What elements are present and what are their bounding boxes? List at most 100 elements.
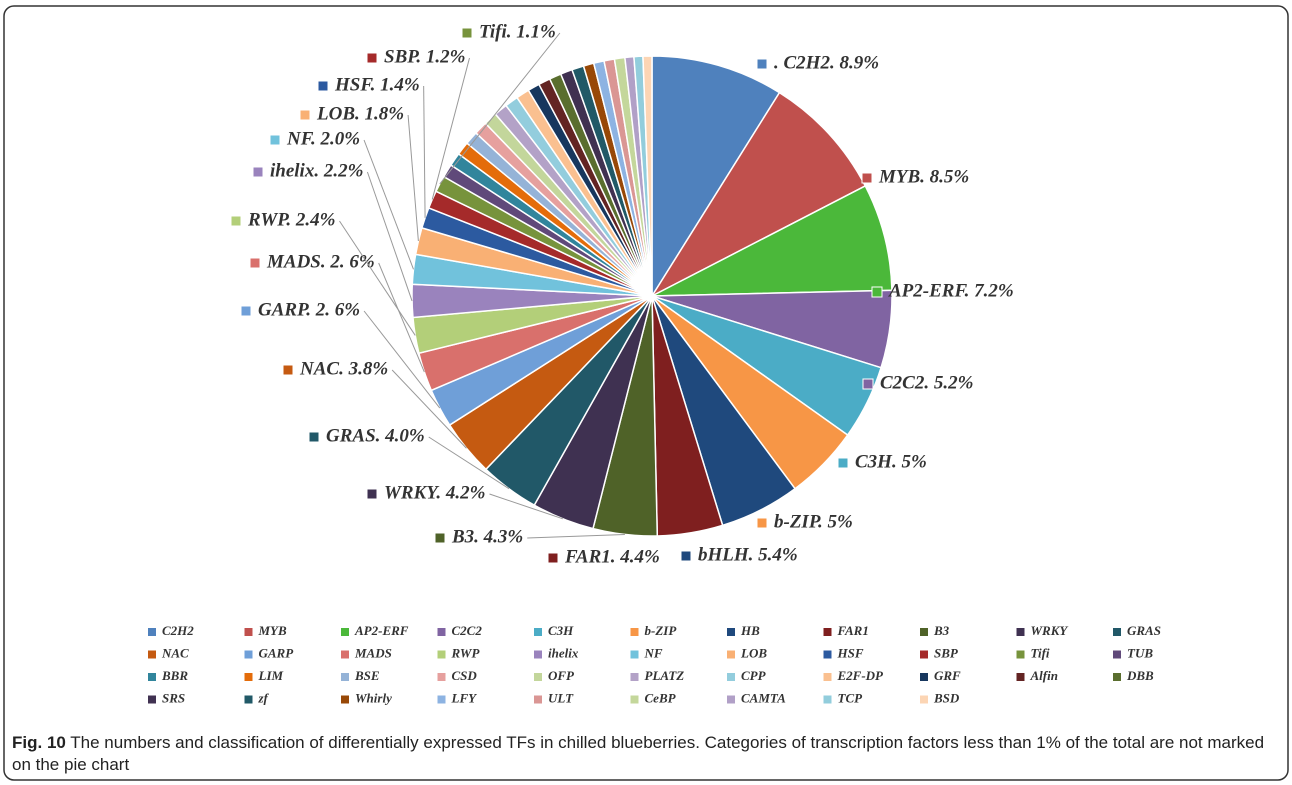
- slice-label: GRAS. 4.0%: [326, 425, 425, 446]
- slice-label: NF. 2.0%: [286, 128, 360, 149]
- legend-label: DBB: [1126, 668, 1154, 683]
- leader-line: [391, 369, 467, 449]
- legend-label: LIM: [258, 668, 284, 683]
- label-marker: [308, 431, 320, 443]
- legend-label: C2H2: [162, 623, 194, 638]
- pie-slice: [642, 55, 653, 297]
- legend-label: OFP: [548, 668, 575, 683]
- legend-swatch: [341, 650, 349, 659]
- legend-swatch: [920, 628, 928, 636]
- slice-label: SBP. 1.2%: [384, 46, 465, 67]
- leader-line: [439, 32, 561, 185]
- caption: Fig. 10 The numbers and classification o…: [12, 732, 1274, 776]
- slice-label: ihelix. 2.2%: [270, 160, 363, 181]
- label-marker: [756, 58, 768, 70]
- legend-label: CPP: [741, 668, 767, 683]
- legend-label: NAC: [161, 645, 189, 660]
- legend-swatch: [630, 695, 639, 704]
- legend-label: MADS: [354, 645, 392, 660]
- label-marker: [366, 488, 378, 500]
- label-marker: [240, 305, 252, 317]
- legend-label: CeBP: [645, 690, 677, 705]
- legend-swatch: [630, 650, 639, 659]
- legend-label: BSD: [933, 690, 960, 705]
- legend-label: E2F-DP: [837, 668, 885, 683]
- slice-label: b-ZIP. 5%: [774, 511, 853, 532]
- legend-swatch: [1113, 650, 1121, 659]
- pie-slice: [651, 55, 781, 299]
- legend-swatch: [920, 695, 928, 704]
- legend-label: RWP: [451, 645, 481, 660]
- legend-label: MYB: [258, 623, 288, 638]
- legend-label: GARP: [259, 645, 295, 660]
- legend-swatch: [534, 695, 542, 704]
- slice-label: B3. 4.3%: [451, 526, 523, 547]
- label-marker: [252, 166, 264, 178]
- legend-swatch: [630, 628, 639, 636]
- label-marker: [299, 109, 311, 121]
- legend-swatch: [823, 673, 832, 681]
- label-marker: [837, 457, 849, 469]
- slice-label: FAR1. 4.4%: [564, 546, 660, 567]
- label-marker: [317, 80, 329, 92]
- legend-swatch: [341, 628, 349, 636]
- legend-swatch: [148, 628, 156, 636]
- legend-swatch: [148, 673, 156, 681]
- legend-swatch: [341, 673, 349, 681]
- legend-swatch: [1016, 673, 1025, 681]
- label-marker: [269, 134, 281, 146]
- slice-label: MYB. 8.5%: [878, 166, 969, 187]
- slice-label: GARP. 2. 6%: [258, 299, 360, 320]
- legend-label: TUB: [1127, 645, 1153, 660]
- label-marker: [249, 257, 261, 269]
- legend-label: GRF: [934, 668, 961, 683]
- legend-swatch: [534, 628, 542, 636]
- legend-label: C3H: [548, 623, 574, 638]
- legend-label: Alfin: [1030, 668, 1058, 683]
- legend-swatch: [727, 650, 735, 659]
- slice-label: RWP. 2.4%: [247, 209, 335, 230]
- legend-swatch: [1016, 650, 1025, 659]
- legend-swatch: [727, 628, 735, 636]
- legend-swatch: [534, 650, 542, 659]
- legend-swatch: [437, 673, 446, 681]
- slice-label: NAC. 3.8%: [299, 358, 388, 379]
- legend-label: HB: [740, 623, 760, 638]
- legend-swatch: [920, 650, 928, 659]
- label-marker: [862, 378, 874, 390]
- legend-swatch: [1113, 673, 1121, 681]
- legend-swatch: [148, 695, 156, 704]
- legend-swatch: [630, 673, 639, 681]
- legend-swatch: [244, 628, 253, 636]
- legend-swatch: [727, 673, 735, 681]
- leader-line: [428, 436, 510, 490]
- legend-label: CSD: [452, 668, 478, 683]
- legend-label: WRKY: [1031, 623, 1069, 638]
- slice-label: C3H. 5%: [855, 451, 927, 472]
- label-marker: [756, 517, 768, 529]
- leader-line: [339, 220, 416, 336]
- legend-swatch: [437, 628, 446, 636]
- pie-slice: [651, 184, 893, 297]
- legend-label: ihelix: [548, 645, 579, 660]
- legend-swatch: [823, 695, 832, 704]
- legend-swatch: [823, 628, 832, 636]
- leader-line: [366, 171, 413, 302]
- legend-swatch: [341, 695, 349, 704]
- legend-label: TCP: [838, 690, 864, 705]
- leader-line: [423, 85, 426, 218]
- legend-label: GRAS: [1127, 623, 1161, 638]
- leader-line: [363, 310, 441, 409]
- label-marker: [861, 172, 873, 184]
- frame: [3, 5, 1289, 781]
- legend-swatch: [534, 673, 542, 681]
- label-marker: [366, 52, 378, 64]
- legend-swatch: [1113, 628, 1121, 636]
- leader-line: [431, 57, 470, 200]
- legend-label: Whirly: [355, 690, 392, 705]
- leader-line: [363, 139, 414, 270]
- caption-label: Fig. 10: [12, 733, 66, 752]
- legend-label: PLATZ: [645, 668, 685, 683]
